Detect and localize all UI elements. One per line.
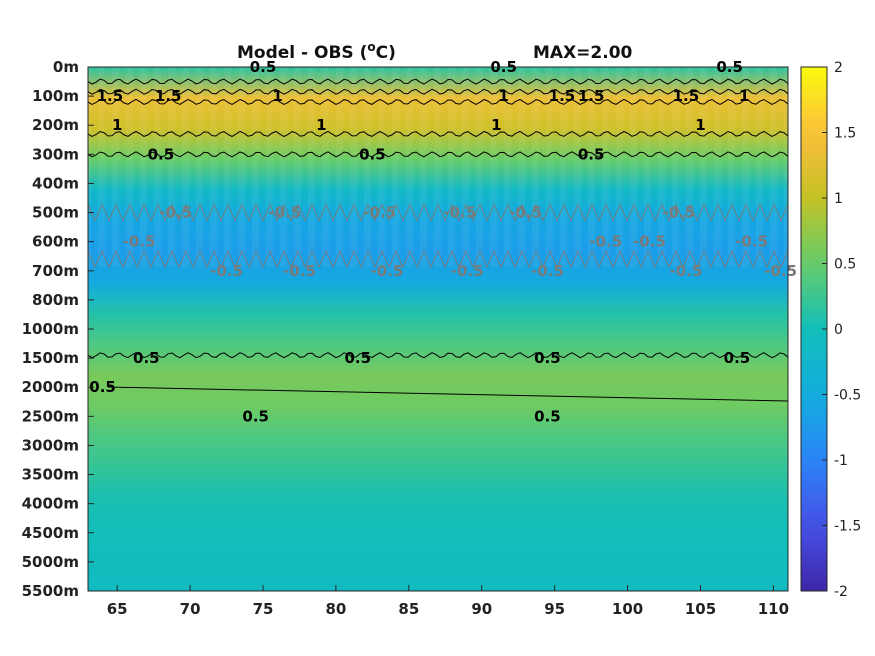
contour-label: 1.5 — [673, 87, 700, 105]
y-tick-label: 5500m — [22, 582, 79, 600]
colorbar: 2 1.5 1 0.5 0 -0.5 -1 -1.5 -2 — [800, 60, 861, 600]
x-tick-label: 70 — [180, 600, 201, 618]
y-tick-label: 300m — [32, 145, 79, 163]
contour-label: 1.5 — [549, 87, 576, 105]
max-value-label: MAX=2.00 — [533, 43, 633, 63]
contour-line — [87, 88, 789, 95]
contour-label: -0.5 — [363, 204, 396, 222]
colorbar-ticks: 2 1.5 1 0.5 0 -0.5 -1 -1.5 -2 — [822, 60, 861, 600]
contour-label: 0.5 — [534, 349, 561, 367]
x-tick-label: 75 — [253, 600, 274, 618]
contour-label: -0.5 — [633, 233, 666, 251]
x-tick-label: 65 — [107, 600, 128, 618]
colorbar-tick-label: 0.5 — [834, 257, 856, 273]
contour-label: -0.5 — [443, 204, 476, 222]
contour-label: -0.5 — [451, 262, 484, 280]
contour-label: 1.5 — [97, 87, 124, 105]
contour-line — [87, 130, 789, 138]
contour-label: -0.5 — [509, 204, 542, 222]
y-tick-label: 800m — [32, 291, 79, 309]
contour-label: -0.5 — [283, 262, 316, 280]
contour-lines — [87, 78, 789, 402]
colorbar-tick-label: -1 — [834, 453, 848, 469]
chart-title-text: Model - OBS ( — [237, 43, 367, 63]
contour-label: -0.5 — [735, 233, 768, 251]
colorbar-tick-label: 0 — [834, 322, 843, 338]
contour-label: 1 — [695, 116, 705, 134]
contour-label: -0.5 — [268, 204, 301, 222]
chart-title-unit: C) — [376, 43, 396, 63]
chart-title: Model - OBS (oC) — [237, 40, 396, 63]
contour-label: 0.5 — [724, 349, 751, 367]
contour-label: -0.5 — [764, 262, 797, 280]
y-tick-label: 1500m — [22, 349, 79, 367]
y-tick-label: 400m — [32, 174, 79, 192]
contour-label: -0.5 — [589, 233, 622, 251]
contour-label: 1 — [739, 87, 749, 105]
y-tick-label: 3000m — [22, 436, 79, 454]
y-tick-label: 0m — [53, 58, 79, 76]
contour-label: -0.5 — [371, 262, 404, 280]
contour-label: -0.5 — [531, 262, 564, 280]
colorbar-tick-label: -1.5 — [834, 519, 861, 535]
y-tick-label: 200m — [32, 116, 79, 134]
y-tick-label: 500m — [32, 204, 79, 222]
y-axis: 0m 100m 200m 300m 400m 500m 600m 700m 800m 1000m 1… — [22, 58, 94, 600]
contour-label: 0.5 — [359, 145, 386, 163]
contour-label: 1.5 — [155, 87, 182, 105]
contour-label: 0.5 — [345, 349, 372, 367]
y-tick-label: 5000m — [22, 553, 79, 571]
contour-label: 0.5 — [534, 407, 561, 425]
contour-label: 0.5 — [133, 349, 160, 367]
y-tick-label: 2000m — [22, 378, 79, 396]
contour-line — [87, 203, 789, 222]
x-tick-label: 95 — [544, 600, 565, 618]
contour-label: 1 — [112, 116, 122, 134]
x-tick-label: 85 — [398, 600, 419, 618]
chart-title-superscript: o — [367, 40, 375, 54]
y-tick-label: 4500m — [22, 524, 79, 542]
x-tick-label: 80 — [325, 600, 346, 618]
contour-label: 1 — [316, 116, 326, 134]
x-axis: 65 70 75 80 85 90 95 100 105 110 — [107, 585, 789, 618]
contour-label: 0.5 — [578, 145, 605, 163]
colorbar-tick-label: -0.5 — [834, 388, 861, 404]
contour-label: 1.5 — [578, 87, 605, 105]
y-tick-label: 1000m — [22, 320, 79, 338]
colorbar-tick-label: 1.5 — [834, 126, 856, 142]
colorbar-tick-label: 1 — [834, 191, 843, 207]
x-tick-label: 100 — [612, 600, 643, 618]
contour-label: 0.5 — [148, 145, 175, 163]
contour-label: 0.5 — [242, 407, 269, 425]
contour-label: -0.5 — [210, 262, 243, 280]
contour-label: 1 — [498, 87, 508, 105]
y-tick-label: 3500m — [22, 466, 79, 484]
contour-line — [87, 78, 789, 85]
contour-label: -0.5 — [123, 233, 156, 251]
contour-line — [107, 386, 789, 402]
y-tick-label: 2500m — [22, 407, 79, 425]
colorbar-tick-label: -2 — [834, 584, 848, 600]
x-tick-label: 90 — [471, 600, 492, 618]
contour-label: -0.5 — [670, 262, 703, 280]
contour-label: 1 — [272, 87, 282, 105]
contour-label: -0.5 — [159, 204, 192, 222]
colorbar-tick-label: 2 — [834, 60, 843, 76]
contour-line — [87, 151, 789, 158]
y-tick-label: 600m — [32, 233, 79, 251]
contour-label: 1 — [491, 116, 501, 134]
contour-label: -0.5 — [662, 204, 695, 222]
contour-line — [87, 249, 789, 269]
contour-label: 0.5 — [89, 378, 116, 396]
contour-line — [87, 352, 789, 359]
x-tick-label: 105 — [685, 600, 716, 618]
x-tick-label: 110 — [758, 600, 789, 618]
y-tick-label: 4000m — [22, 495, 79, 513]
y-tick-label: 100m — [32, 87, 79, 105]
contour-line — [87, 98, 789, 105]
y-tick-label: 700m — [32, 262, 79, 280]
